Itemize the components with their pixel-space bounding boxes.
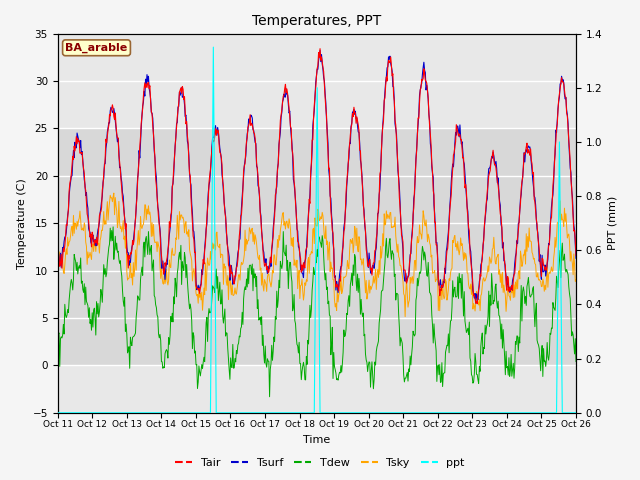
Text: BA_arable: BA_arable: [65, 43, 127, 53]
Y-axis label: Temperature (C): Temperature (C): [17, 178, 27, 269]
Bar: [58, 128, 576, 365]
Legend: Tair, Tsurf, Tdew, Tsky, ppt: Tair, Tsurf, Tdew, Tsky, ppt: [171, 453, 469, 472]
Title: Temperatures, PPT: Temperatures, PPT: [252, 14, 381, 28]
Y-axis label: PPT (mm): PPT (mm): [608, 196, 618, 251]
X-axis label: Time: Time: [303, 435, 330, 445]
